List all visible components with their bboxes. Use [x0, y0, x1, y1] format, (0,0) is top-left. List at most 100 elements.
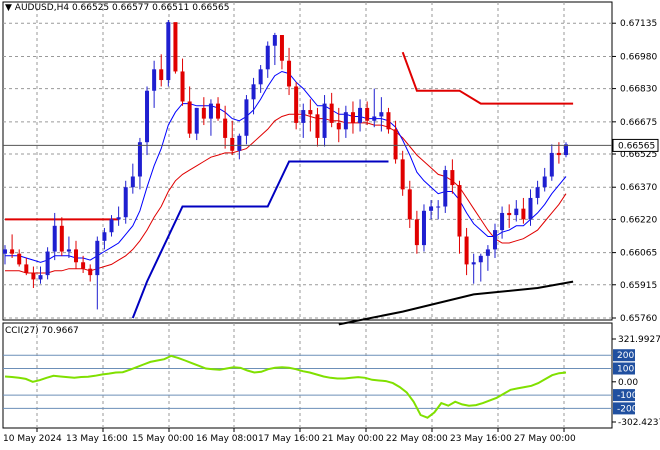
candle-body: [379, 112, 384, 117]
cci-pane-border: [2, 322, 613, 429]
candle-body: [336, 122, 341, 130]
candle-body: [123, 187, 128, 218]
time-tick-label: 22 May 08:00: [386, 434, 448, 444]
candle-body: [521, 208, 526, 220]
candle-body: [485, 249, 490, 256]
candle-body: [137, 142, 142, 177]
candle-body: [514, 208, 519, 216]
cci-level-badge: [613, 349, 635, 362]
candle-body: [3, 249, 7, 254]
candle-body: [322, 103, 327, 138]
candle-body: [279, 35, 284, 61]
cci-tick-label: 100: [617, 365, 634, 375]
candle-body: [102, 232, 107, 241]
chart-header: ▼ AUDUSD,H4 0.66525 0.66577 0.66511 0.66…: [5, 3, 229, 13]
time-tick-label: 10 May 2024: [3, 434, 62, 444]
candle-body: [130, 176, 135, 188]
candle-body: [10, 249, 15, 254]
candle-body: [429, 206, 434, 211]
candle-body: [258, 69, 263, 85]
lower-stop-band: [131, 160, 389, 319]
candle-body: [265, 45, 270, 70]
price-tick-label: 0.65760: [620, 314, 657, 324]
candle-body: [414, 219, 419, 246]
candle-body: [542, 176, 547, 188]
cci-label: CCI(27) 70.9667: [5, 326, 79, 336]
candle-body: [436, 206, 441, 208]
candle-body: [564, 144, 568, 156]
candle-body: [450, 170, 455, 186]
candle-body: [216, 103, 221, 119]
open-value: 0.66525: [71, 3, 110, 13]
price-tick-label: 0.66065: [620, 249, 657, 259]
candle-body: [45, 251, 50, 276]
candle-body: [393, 129, 398, 160]
low-value: 0.66511: [152, 3, 190, 13]
symbol-label: AUDUSD,H4: [14, 3, 70, 13]
candle-body: [116, 217, 121, 220]
candle-body: [386, 112, 391, 130]
candle-body: [166, 22, 171, 81]
candle-body: [251, 84, 256, 100]
current-price-label: 0.66565: [618, 141, 655, 151]
candle-body: [421, 210, 426, 246]
candle-body: [59, 225, 64, 252]
price-tick-label: 0.67135: [620, 19, 657, 29]
time-tick-label: 15 May 00:00: [132, 434, 194, 444]
candle-body: [88, 268, 93, 276]
cci-tick-label: 321.9927: [618, 335, 660, 345]
price-tick-label: 0.66830: [620, 85, 657, 95]
candle-body: [230, 137, 235, 151]
collapse-marker-icon[interactable]: ▼: [5, 3, 12, 13]
moving-average-long: [338, 280, 574, 326]
price-tick-label: 0.66220: [620, 215, 657, 225]
candle-body: [308, 110, 313, 115]
price-tick-label: 0.66370: [620, 183, 657, 193]
main-pane-border: [2, 1, 613, 321]
candle-body: [457, 185, 462, 237]
candle-body: [244, 99, 249, 136]
cci-header: CCI(27) 70.9667: [5, 326, 79, 336]
candle-body: [443, 170, 448, 207]
moving-average-slow: [5, 113, 567, 274]
price-tick-label: 0.65915: [620, 281, 657, 291]
candle-body: [24, 264, 29, 273]
candle-body: [17, 253, 22, 265]
time-tick-label: 13 May 16:00: [66, 434, 128, 444]
current-price-badge: [612, 138, 659, 152]
time-tick-label: 27 May 00:00: [514, 434, 576, 444]
candle-body: [38, 275, 43, 280]
candle-body: [507, 212, 512, 216]
cci-tick-label: -200: [617, 404, 638, 414]
candle-body: [272, 35, 277, 46]
candle-body: [194, 107, 199, 134]
candle-body: [109, 219, 114, 233]
candle-body: [187, 101, 192, 134]
close-value: 0.66565: [192, 3, 230, 13]
time-tick-label: 21 May 00:00: [322, 434, 384, 444]
time-tick-label: 16 May 08:00: [196, 434, 258, 444]
candle-body: [287, 60, 292, 87]
candle-body: [152, 69, 157, 91]
price-tick-label: 0.66525: [620, 150, 657, 160]
candle-body: [145, 90, 150, 143]
candle-body: [173, 22, 178, 72]
candle-body: [74, 249, 79, 263]
cci-level-badge: [613, 402, 635, 415]
candle-body: [208, 103, 213, 119]
candle-body: [471, 262, 476, 265]
candle-body: [407, 189, 412, 220]
candle-body: [343, 112, 348, 130]
cci-tick-label: 0.00: [618, 378, 638, 388]
candle-body: [95, 240, 100, 276]
candle-body: [464, 236, 469, 265]
candle-body: [201, 107, 206, 119]
candle-body: [52, 225, 57, 252]
cci-tick-label: -100: [617, 391, 638, 401]
candle-body: [329, 103, 334, 123]
candle-body: [180, 71, 185, 102]
candle-body: [223, 118, 228, 138]
candle-body: [159, 69, 164, 81]
candle-body: [294, 86, 299, 123]
